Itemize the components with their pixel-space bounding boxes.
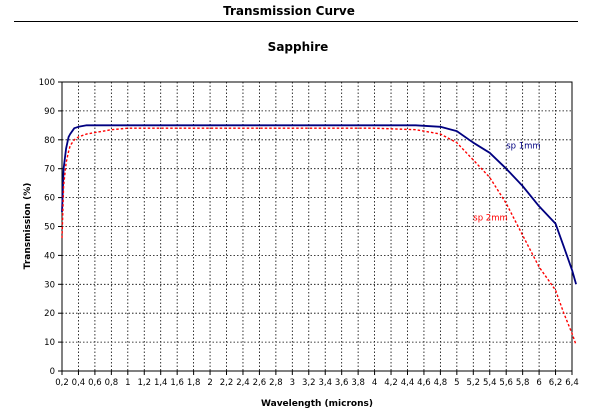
x-tick-label: 3,2	[302, 378, 316, 388]
series-line-sp-2mm	[61, 127, 577, 346]
x-tick-label: 0,2	[55, 378, 69, 388]
series-label: sp 2mm	[473, 214, 508, 224]
x-tick-label: 2,2	[220, 378, 234, 388]
axis-ticks: 0,2 0,4 0,6 0,8 1 1,2 1,4 1,6 1,8 2 2,2 2,4 2,6 2,8 3 3…	[39, 78, 579, 388]
y-tick-label: 70	[44, 165, 55, 175]
series	[61, 124, 577, 346]
x-tick-label: 5,4	[483, 378, 497, 388]
x-tick-label: 1,2	[137, 378, 151, 388]
x-tick-label: 4,8	[434, 378, 448, 388]
y-tick-label: 80	[44, 136, 55, 146]
x-tick-label: 3,6	[335, 378, 349, 388]
x-tick-label: 2,6	[253, 378, 267, 388]
y-tick-label: 30	[44, 280, 55, 290]
x-tick-label: 1,8	[187, 378, 201, 388]
x-tick-label: 4,2	[384, 378, 398, 388]
series-line-sp-1mm	[61, 124, 577, 285]
x-tick-label: 4,6	[417, 378, 431, 388]
series-label: sp 1mm	[506, 141, 541, 151]
x-axis-label: Wavelength (microns)	[261, 399, 373, 409]
x-tick-label: 5,6	[499, 378, 513, 388]
series-labels: sp 1mm sp 2mm	[473, 141, 540, 223]
y-tick-label: 50	[44, 223, 55, 233]
x-tick-label: 0,4	[72, 378, 86, 388]
y-tick-label: 10	[44, 338, 55, 348]
x-tick-label: 3,4	[318, 378, 332, 388]
chart-title: Sapphire	[268, 40, 329, 54]
page-title: Transmission Curve	[223, 4, 355, 18]
x-tick-label: 0,6	[88, 378, 102, 388]
x-tick-label: 1	[125, 378, 130, 388]
x-tick-label: 6,4	[565, 378, 579, 388]
y-axis-label: Transmission (%)	[23, 183, 33, 270]
x-tick-label: 1,6	[170, 378, 184, 388]
x-tick-label: 1,4	[154, 378, 168, 388]
x-tick-label: 3	[290, 378, 295, 388]
x-tick-label: 0,8	[105, 378, 119, 388]
y-tick-label: 100	[39, 78, 55, 88]
x-tick-label: 4	[372, 378, 377, 388]
x-tick-label: 6,2	[549, 378, 563, 388]
y-tick-label: 90	[44, 107, 55, 117]
x-tick-label: 5	[454, 378, 459, 388]
x-tick-label: 6	[536, 378, 541, 388]
y-tick-label: 60	[44, 194, 55, 204]
y-tick-label: 20	[44, 309, 55, 319]
y-tick-label: 0	[50, 367, 55, 377]
title-divider	[14, 21, 578, 22]
x-tick-label: 2,4	[236, 378, 250, 388]
x-tick-label: 4,4	[401, 378, 415, 388]
y-tick-label: 40	[44, 251, 55, 261]
x-tick-label: 2,8	[269, 378, 283, 388]
x-tick-label: 5,8	[516, 378, 530, 388]
x-tick-label: 2	[207, 378, 212, 388]
x-tick-label: 5,2	[467, 378, 481, 388]
x-tick-label: 3,8	[351, 378, 365, 388]
